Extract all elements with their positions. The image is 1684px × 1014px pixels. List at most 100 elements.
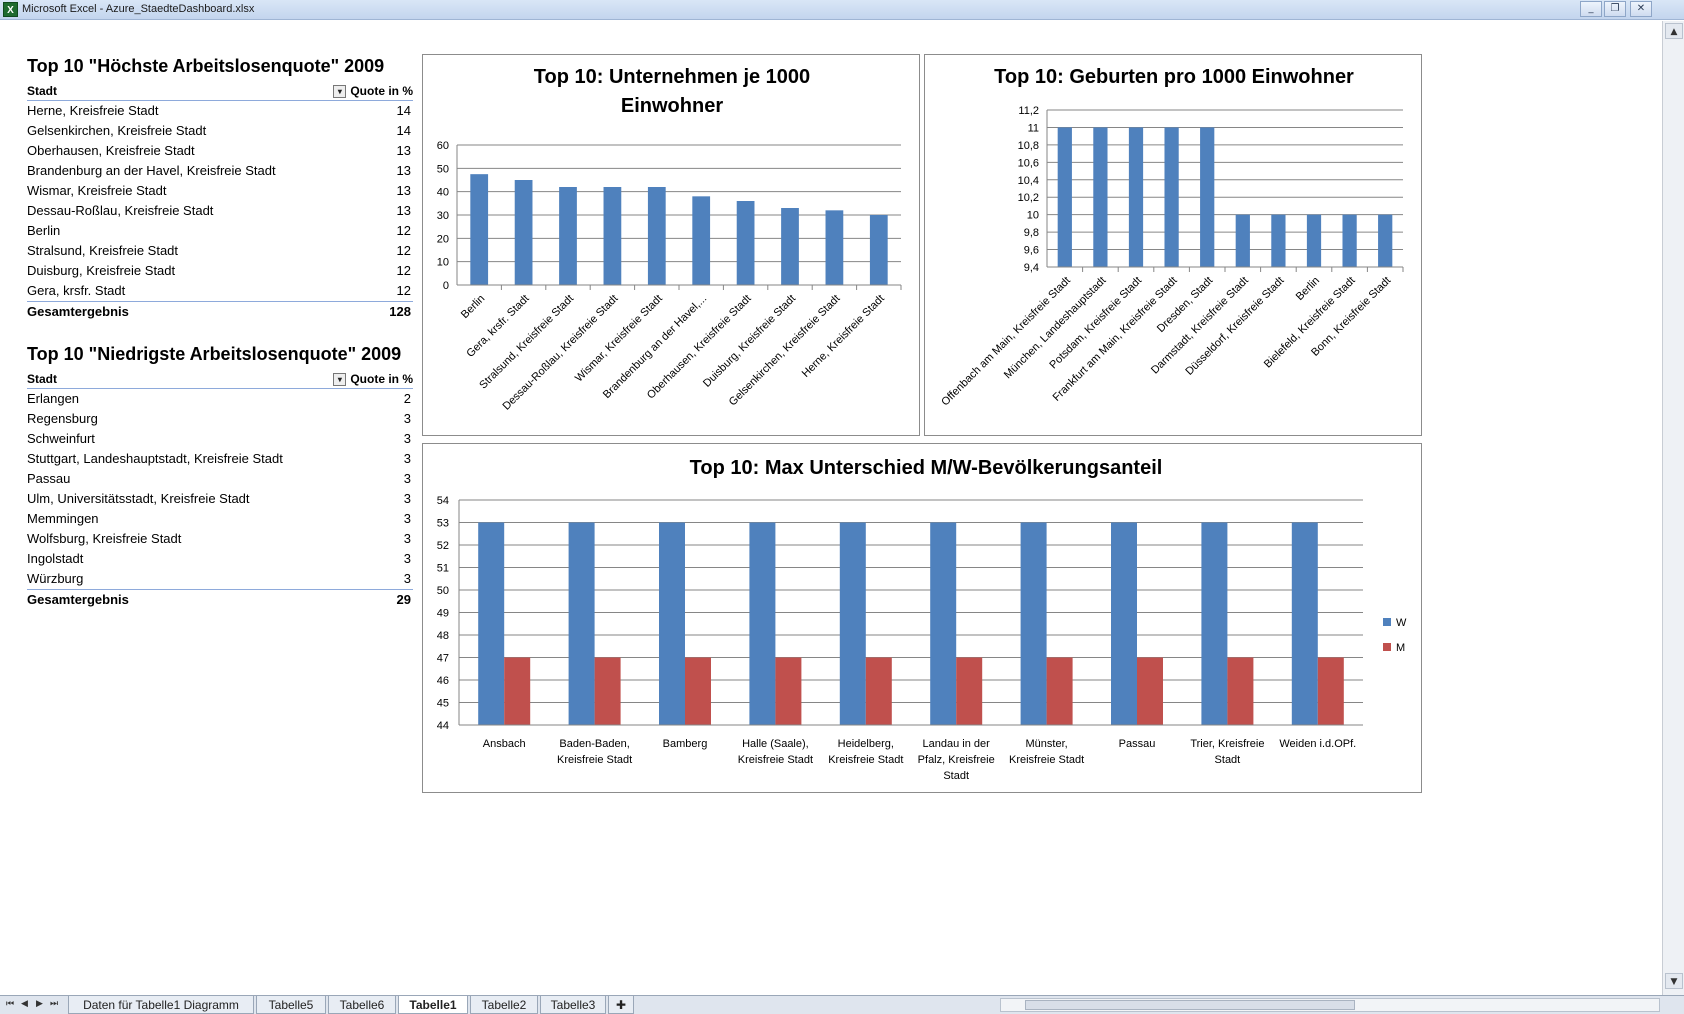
sheet-tab-5[interactable]: Tabelle3 (540, 996, 606, 1014)
tab-next-icon[interactable]: ▶ (36, 999, 43, 1009)
total-label: Gesamtergebnis (27, 304, 129, 319)
scroll-up-icon[interactable]: ▲ (1665, 23, 1683, 39)
x-tick-label: Halle (Saale), Kreisfreie Stadt (738, 738, 813, 766)
scroll-down-icon[interactable]: ▼ (1665, 973, 1683, 989)
x-tick-label: Herne, Kreisfreie Stadt (800, 293, 887, 380)
pivot-row[interactable]: Passau 3 (27, 469, 413, 489)
chart-businesses-per-1000[interactable]: Top 10: Unternehmen je 1000 Einwohner 0 10 2… (422, 54, 920, 436)
x-tick-label: Duisburg, Kreisfreie Stadt (701, 293, 798, 390)
restore-button[interactable]: ❐ (1604, 1, 1626, 17)
pivot-row[interactable]: Duisburg, Kreisfreie Stadt 12 (27, 261, 413, 281)
x-tick-label-line: Pfalz, Kreisfreie (918, 754, 995, 766)
pivot-row[interactable]: Dessau-Roßlau, Kreisfreie Stadt 13 (27, 201, 413, 221)
bar (647, 187, 666, 285)
legend-swatch (1383, 618, 1391, 626)
total-value: 29 (396, 592, 411, 607)
tab-first-icon[interactable]: ⏮ (6, 999, 15, 1009)
pivot-row[interactable]: Brandenburg an der Havel, Kreisfreie Sta… (27, 161, 413, 181)
pivot-row[interactable]: Stralsund, Kreisfreie Stadt 12 (27, 241, 413, 261)
tab-last-icon[interactable]: ⏭ (50, 999, 59, 1009)
horizontal-scrollbar[interactable] (1000, 998, 1660, 1012)
excel-icon[interactable]: X (3, 2, 18, 17)
bar (1200, 127, 1215, 267)
pivot-table-lowest[interactable]: Top 10 "Niedrigste Arbeitslosenquote" 20… (27, 344, 413, 609)
pivot-row[interactable]: Berlin 12 (27, 221, 413, 241)
bar (603, 187, 622, 285)
close-button[interactable]: ✕ (1630, 1, 1652, 17)
bar-m (775, 657, 802, 725)
tab-prev-icon[interactable]: ◀ (21, 999, 28, 1009)
vertical-scrollbar[interactable]: ▲ ▼ (1662, 21, 1684, 995)
y-tick-label: 9,6 (1024, 245, 1039, 257)
city-cell: Herne, Kreisfreie Stadt (27, 103, 159, 118)
pivot-row[interactable]: Ulm, Universitätsstadt, Kreisfreie Stadt… (27, 489, 413, 509)
x-tick-label: Ansbach (483, 738, 526, 750)
chart-births-per-1000[interactable]: Top 10: Geburten pro 1000 Einwohner 9,4 9,… (924, 54, 1422, 436)
insert-sheet-icon[interactable]: ✚ (608, 996, 634, 1014)
sheet-tab-0[interactable]: Daten für Tabelle1 Diagramm (68, 996, 254, 1014)
chart-svg: Top 10: Unternehmen je 1000 Einwohner 0 10 2… (437, 66, 902, 413)
pivot-row[interactable]: Memmingen 3 (27, 509, 413, 529)
pivot-row[interactable]: Würzburg 3 (27, 569, 413, 589)
pivot-title: Top 10 "Höchste Arbeitslosenquote" 2009 (27, 56, 385, 76)
chart-svg: Top 10: Max Unterschied M/W-Bevölkerungs… (437, 457, 1407, 782)
y-tick-label: 10 (437, 257, 449, 269)
city-cell: Stuttgart, Landeshauptstadt, Kreisfreie … (27, 451, 283, 466)
pivot-row[interactable]: Stuttgart, Landeshauptstadt, Kreisfreie … (27, 449, 413, 469)
x-tick-label-line: Kreisfreie Stadt (738, 754, 813, 766)
x-tick-label-line: Bamberg (663, 738, 708, 750)
pivot-row[interactable]: Schweinfurt 3 (27, 429, 413, 449)
x-tick-label: Weiden i.d.OPf. (1279, 738, 1356, 750)
pivot-row[interactable]: Erlangen 2 (27, 389, 413, 409)
y-tick-label: 9,4 (1024, 262, 1039, 274)
x-tick-label: Berlin (1294, 275, 1322, 303)
pivot-row[interactable]: Herne, Kreisfreie Stadt 14 (27, 101, 413, 121)
sheet-tab-4[interactable]: Tabelle2 (470, 996, 538, 1014)
pivot-row[interactable]: Wolfsburg, Kreisfreie Stadt 3 (27, 529, 413, 549)
bar-w (839, 522, 866, 725)
worksheet[interactable]: Top 10 "Höchste Arbeitslosenquote" 2009 … (0, 21, 1662, 995)
sheet-tab-1[interactable]: Tabelle5 (256, 996, 326, 1014)
city-cell: Regensburg (27, 411, 98, 426)
filter-dropdown-icon[interactable]: ▾ (333, 84, 347, 98)
x-tick-label: Münster, Kreisfreie Stadt (1009, 738, 1084, 766)
city-cell: Duisburg, Kreisfreie Stadt (27, 263, 176, 278)
city-cell: Erlangen (27, 391, 80, 406)
scroll-thumb[interactable] (1025, 1000, 1355, 1010)
quote-cell: 3 (403, 531, 411, 546)
minimize-button[interactable]: _ (1580, 1, 1602, 17)
bar-w (568, 522, 595, 725)
quote-cell: 13 (396, 163, 411, 178)
pivot-row[interactable]: Ingolstadt 3 (27, 549, 413, 569)
quote-cell: 14 (396, 103, 411, 118)
bar (692, 196, 711, 285)
x-tick-label: Passau (1119, 738, 1156, 750)
quote-cell: 12 (396, 263, 411, 278)
pivot-row[interactable]: Wismar, Kreisfreie Stadt 13 (27, 181, 413, 201)
city-cell: Gelsenkirchen, Kreisfreie Stadt (27, 123, 207, 138)
sheet-tab-2[interactable]: Tabelle6 (328, 996, 396, 1014)
y-tick-label: 54 (437, 495, 449, 507)
sheet-tab-3[interactable]: Tabelle1 (398, 996, 468, 1014)
pivot-row[interactable]: Gelsenkirchen, Kreisfreie Stadt 14 (27, 121, 413, 141)
quote-cell: 3 (403, 571, 411, 586)
y-tick-label: 48 (437, 630, 449, 642)
quote-cell: 12 (396, 223, 411, 238)
pivot-header: Stadt ▾ Quote in % (27, 82, 413, 101)
pivot-table-highest[interactable]: Top 10 "Höchste Arbeitslosenquote" 2009 … (27, 56, 413, 321)
y-tick-label: 11,2 (1018, 105, 1039, 117)
pivot-row[interactable]: Gera, krsfr. Stadt 12 (27, 281, 413, 301)
bar-w (749, 522, 776, 725)
city-cell: Ingolstadt (27, 551, 84, 566)
column-header-city: Stadt (27, 84, 57, 98)
bar (1342, 214, 1357, 267)
filter-dropdown-icon[interactable]: ▾ (333, 372, 347, 386)
x-tick-label-line: Baden-Baden, (559, 738, 629, 750)
x-tick-label: Berlin (459, 293, 487, 321)
x-tick-label-line: Trier, Kreisfreie (1190, 738, 1264, 750)
pivot-row[interactable]: Regensburg 3 (27, 409, 413, 429)
pivot-row[interactable]: Oberhausen, Kreisfreie Stadt 13 (27, 141, 413, 161)
x-tick-label: Bamberg (663, 738, 708, 750)
chart-gender-difference[interactable]: Top 10: Max Unterschied M/W-Bevölkerungs… (422, 443, 1422, 793)
